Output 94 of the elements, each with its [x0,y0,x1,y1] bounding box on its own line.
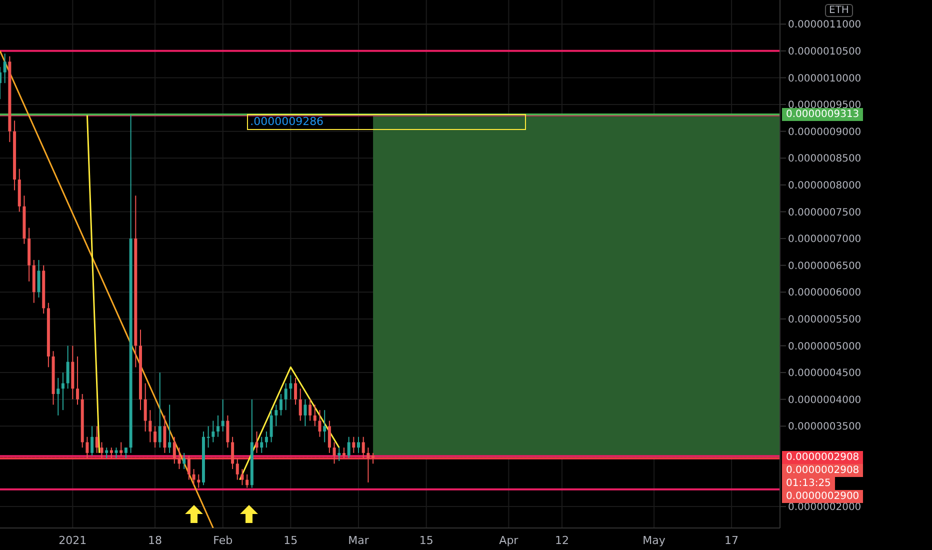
candlestick [226,414,230,448]
candlestick [338,447,341,462]
y-tick-label: 0.0000004500 [788,368,862,380]
candlestick [323,410,326,443]
candlestick [76,356,80,406]
x-tick-label: Feb [213,534,233,547]
candlestick [284,382,288,411]
ref-line-label: 0.0000009313 [782,108,864,122]
candlestick [192,468,196,486]
candlestick [260,436,264,454]
text: 01:13:25 [782,477,835,490]
ref-line-label: 0.0000002908 [782,451,864,464]
x-tick-label: May [642,534,666,547]
candlestick [206,426,210,448]
annotation: .0000009286 [247,114,526,130]
candlestick [289,374,292,400]
candlestick [216,414,220,438]
x-tick-label: 15 [284,534,298,547]
candlestick [110,447,113,459]
candlestick [86,436,89,459]
candlestick [120,442,123,456]
candlestick [352,436,356,454]
candlestick [124,447,128,459]
x-tick-label: Apr [499,534,519,547]
candlestick [255,431,258,454]
candlestick [231,436,234,470]
y-tick-label: 0.0000008000 [788,180,862,192]
candlestick [212,420,215,443]
x-tick-label: 2021 [58,534,87,547]
candlestick [114,447,118,459]
candlestick [246,474,249,488]
y-tick-label: 0.0000010000 [788,73,862,84]
candlestick [279,393,282,416]
candlestick [342,447,346,459]
candlestick [332,442,336,464]
y-tick-label: 0.0000002000 [788,502,862,514]
y-tick-label: 0.0000007000 [788,234,862,246]
y-tick-label: 0.0000011000 [788,20,862,31]
y-tick-label: 0.0000003500 [788,422,862,433]
candlestick [178,447,181,470]
x-tick-label: 17 [724,534,739,547]
candlestick [304,398,307,427]
y-tick-label: 0.0000010500 [788,46,862,58]
text: 0.0000002908 [782,464,864,478]
candlestick [197,474,200,488]
text: 0.0000002900 [782,490,864,504]
candlestick [347,436,350,459]
candlestick [313,404,316,427]
candlestick [158,372,162,448]
x-tick-label: 18 [148,534,162,547]
candlestick [105,447,108,459]
y-tick-label: 0.0000006000 [788,288,862,299]
candlestick [264,431,268,448]
candlestick [240,468,244,486]
candlestick [100,442,104,459]
candlestick [61,372,64,411]
y-tick-label: 0.0000009000 [788,126,862,138]
candlestick [362,436,365,459]
x-tick-label: 15 [419,534,434,547]
candlestick [274,404,278,427]
candlestick [308,398,312,422]
y-axis-title: ETH [825,4,853,17]
candlestick [236,458,239,480]
y-tick-label: 0.0000005000 [788,341,862,352]
candlestick [366,447,370,483]
y-tick-label: 0.0000004000 [788,394,862,406]
candlestick [182,452,186,470]
y-tick-label: 0.0000008500 [788,154,862,165]
candlestick [172,436,176,464]
candlestick [357,436,360,454]
candlestick [144,382,147,432]
candlestick [318,410,322,438]
y-tick-label: 0.0000005500 [788,314,862,326]
candlestick [154,426,157,448]
candlestick [294,377,298,406]
candlestick [56,377,60,416]
candlestick [163,414,166,454]
candlestick [270,410,273,443]
x-tick-label: Mar [348,534,370,547]
candlestick [298,388,302,422]
candlestick [187,455,190,480]
candlestick [90,426,94,456]
candlestick [37,259,40,298]
candlestick [95,426,98,454]
x-tick-label: 12 [554,534,569,547]
candlestick [372,452,375,464]
y-tick-label: 0.0000007500 [788,207,862,218]
candlestick [168,404,172,454]
candlestick [3,53,6,84]
candlestick [328,420,331,454]
candlestick [66,345,70,390]
y-tick-label: 0.0000006500 [788,260,862,272]
candlestick [221,398,224,432]
candlestick [148,410,152,443]
